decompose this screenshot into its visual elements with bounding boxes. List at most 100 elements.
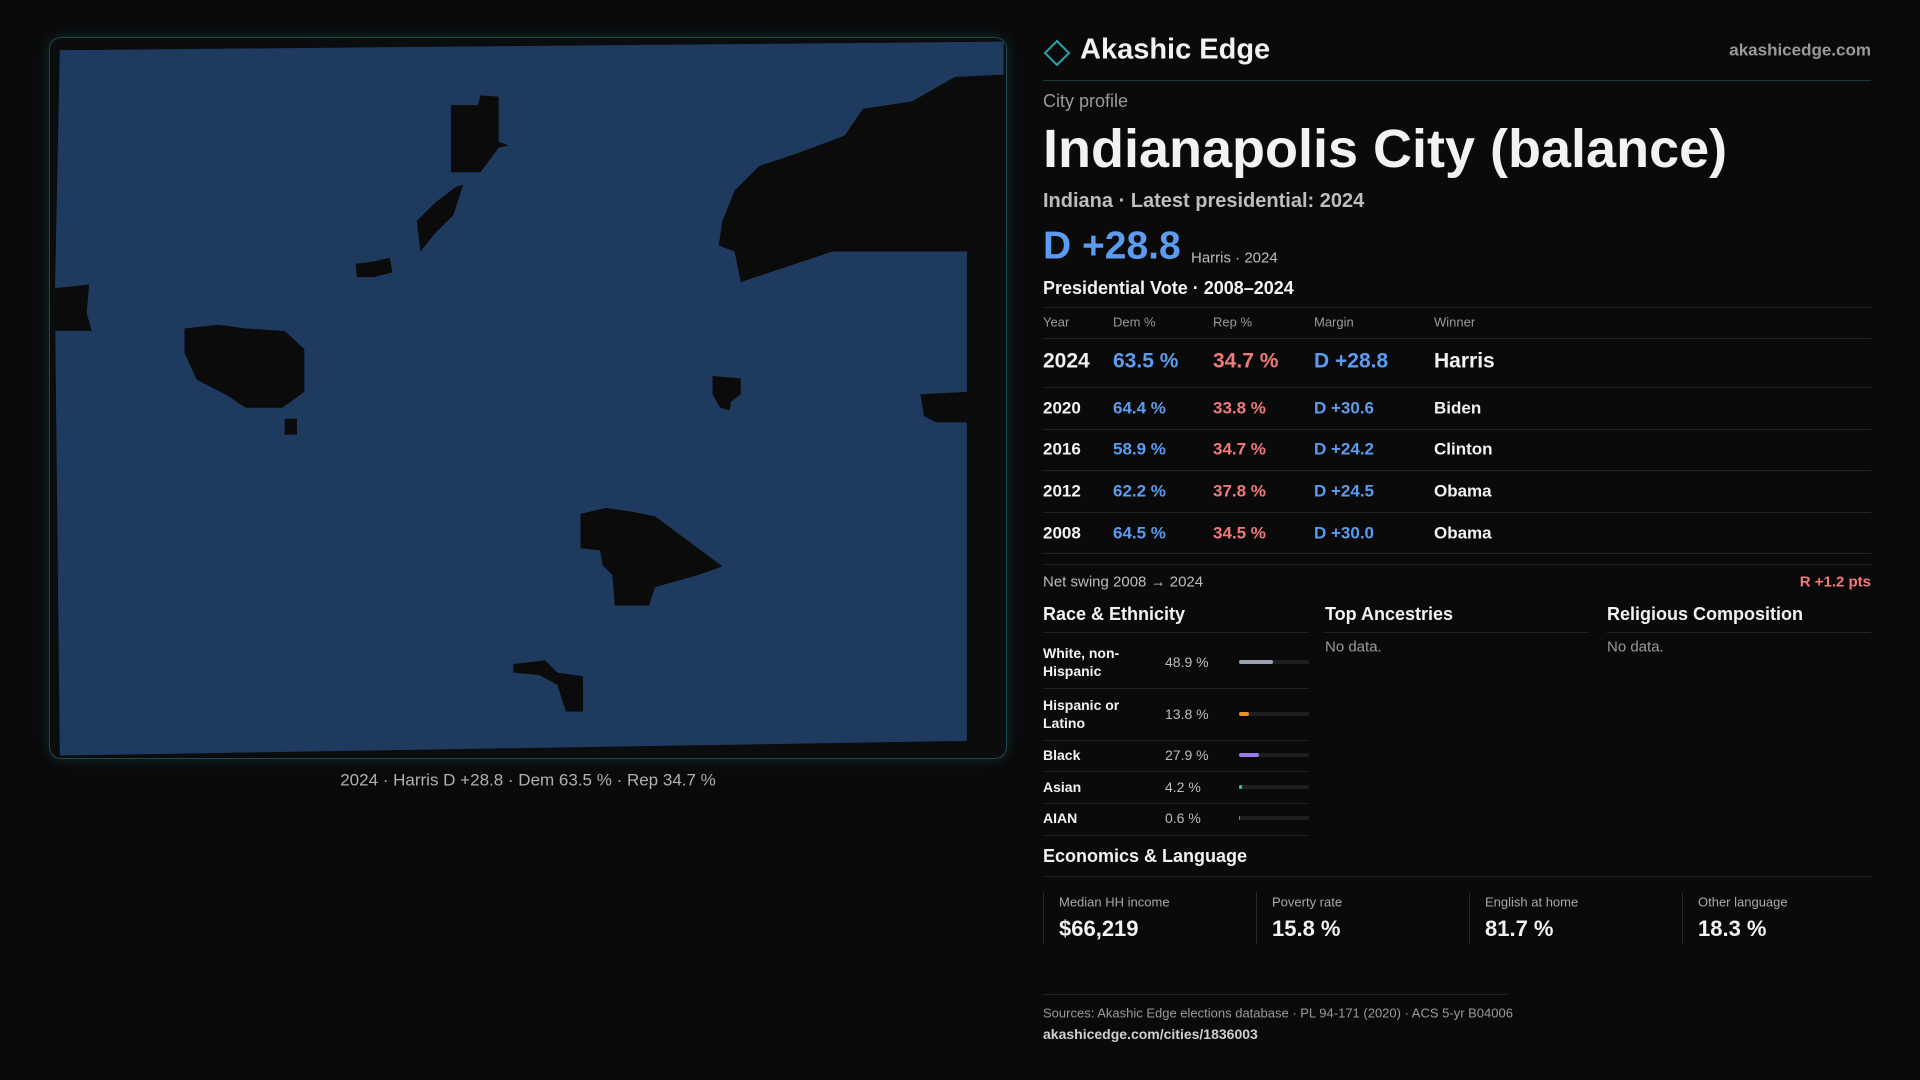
logo [1043,39,1071,67]
divider [1043,512,1871,513]
divider [1325,632,1589,633]
card-border [1682,892,1683,944]
table-cell: 2024 [1043,349,1090,373]
card-label: Other language [1698,894,1788,910]
table-cell: 2020 [1043,398,1081,418]
race-label: Asian [1043,778,1082,795]
bar-track [1239,660,1309,664]
card-value: $66,219 [1059,916,1139,941]
table-cell: 2008 [1043,523,1081,543]
brand-url[interactable]: akashicedge.com [1729,40,1871,60]
swing-value: R +1.2 pts [1799,573,1871,591]
divider [1043,688,1309,689]
race-value: 13.8 % [1165,706,1209,722]
map-panel [49,37,1007,759]
divider [1043,876,1871,877]
divider [1043,564,1871,565]
no-data: No data. [1607,638,1664,656]
section-title: Religious Composition [1607,604,1803,624]
bar [1239,660,1274,664]
map-holes [54,74,1004,712]
race-value: 4.2 % [1165,779,1201,795]
section-title: Presidential Vote · 2008–2024 [1043,278,1294,298]
bar [1239,712,1249,716]
column-header: Winner [1434,314,1476,330]
table-cell: D +30.6 [1314,398,1375,418]
table-cell: 37.8 % [1213,481,1266,501]
table-cell: 2016 [1043,439,1081,459]
section-title: Race & Ethnicity [1043,604,1186,624]
table-cell: 34.5 % [1213,523,1266,543]
bar [1239,753,1259,757]
bar-track [1239,712,1309,716]
table-cell: 58.9 % [1113,439,1166,459]
divider [1043,835,1309,836]
divider [1043,387,1871,388]
divider [1043,470,1871,471]
table-cell: Obama [1434,523,1492,543]
table-cell: Harris [1434,349,1495,373]
table-cell: Obama [1434,481,1492,501]
table-cell: 34.7 % [1213,349,1279,373]
headline-margin: D +28.8 [1043,224,1181,268]
divider [1043,994,1507,995]
column-header: Dem % [1113,314,1156,330]
divider [1043,553,1871,554]
race-label: Black [1043,746,1081,763]
table-cell: Biden [1434,398,1482,418]
card-border [1043,892,1044,944]
table-cell: D +24.2 [1314,439,1375,459]
bar-track [1239,753,1309,757]
table-cell: Clinton [1434,439,1493,459]
no-data: No data. [1325,638,1382,656]
race-label: White, non-Hispanic [1043,644,1120,679]
map-caption: 2024 · Harris D +28.8 · Dem 63.5 % · Rep… [340,770,716,790]
table-cell: 64.5 % [1113,523,1166,543]
margin-note: Harris · 2024 [1191,249,1278,267]
card-value: 81.7 % [1485,916,1554,941]
table-cell: 34.7 % [1213,439,1266,459]
table-cell: 33.8 % [1213,398,1266,418]
race-value: 0.6 % [1165,810,1201,826]
bar [1239,785,1242,789]
table-cell: D +30.0 [1314,523,1375,543]
section-title: Top Ancestries [1325,604,1454,624]
table-cell: 64.4 % [1113,398,1166,418]
card-border [1469,892,1470,944]
city-map [54,41,1004,756]
card-label: Median HH income [1059,894,1170,910]
table-cell: 62.2 % [1113,481,1166,501]
divider [1043,803,1309,804]
table-cell: 2012 [1043,481,1081,501]
card-border [1256,892,1257,944]
brand-name: Akashic Edge [1080,33,1271,66]
divider [1043,80,1871,81]
bar-track [1239,785,1309,789]
swing-label: Net swing 2008 → 2024 [1043,573,1204,591]
race-label: Hispanic or Latino [1043,696,1120,731]
sources: Sources: Akashic Edge elections database… [1043,1005,1513,1021]
column-header: Margin [1314,314,1354,330]
card-value: 15.8 % [1272,916,1341,941]
table-cell: D +24.5 [1314,481,1375,501]
divider [1607,632,1871,633]
table-cell: D +28.8 [1314,349,1389,373]
city-title: Indianapolis City (balance) [1043,119,1728,179]
column-header: Rep % [1213,314,1253,330]
footer-url[interactable]: akashicedge.com/cities/1836003 [1043,1026,1258,1042]
divider [1043,740,1309,741]
divider [1043,771,1309,772]
race-value: 48.9 % [1165,654,1209,670]
card-value: 18.3 % [1698,916,1767,941]
section-title: Economics & Language [1043,846,1248,866]
bar-track [1239,816,1309,820]
race-label: AIAN [1043,809,1078,826]
divider [1043,338,1871,339]
divider [1043,429,1871,430]
card-label: Poverty rate [1272,894,1343,910]
divider [1043,307,1871,308]
table-cell: 63.5 % [1113,349,1179,373]
divider [1043,632,1309,633]
subtitle: Indiana · Latest presidential: 2024 [1043,190,1365,212]
